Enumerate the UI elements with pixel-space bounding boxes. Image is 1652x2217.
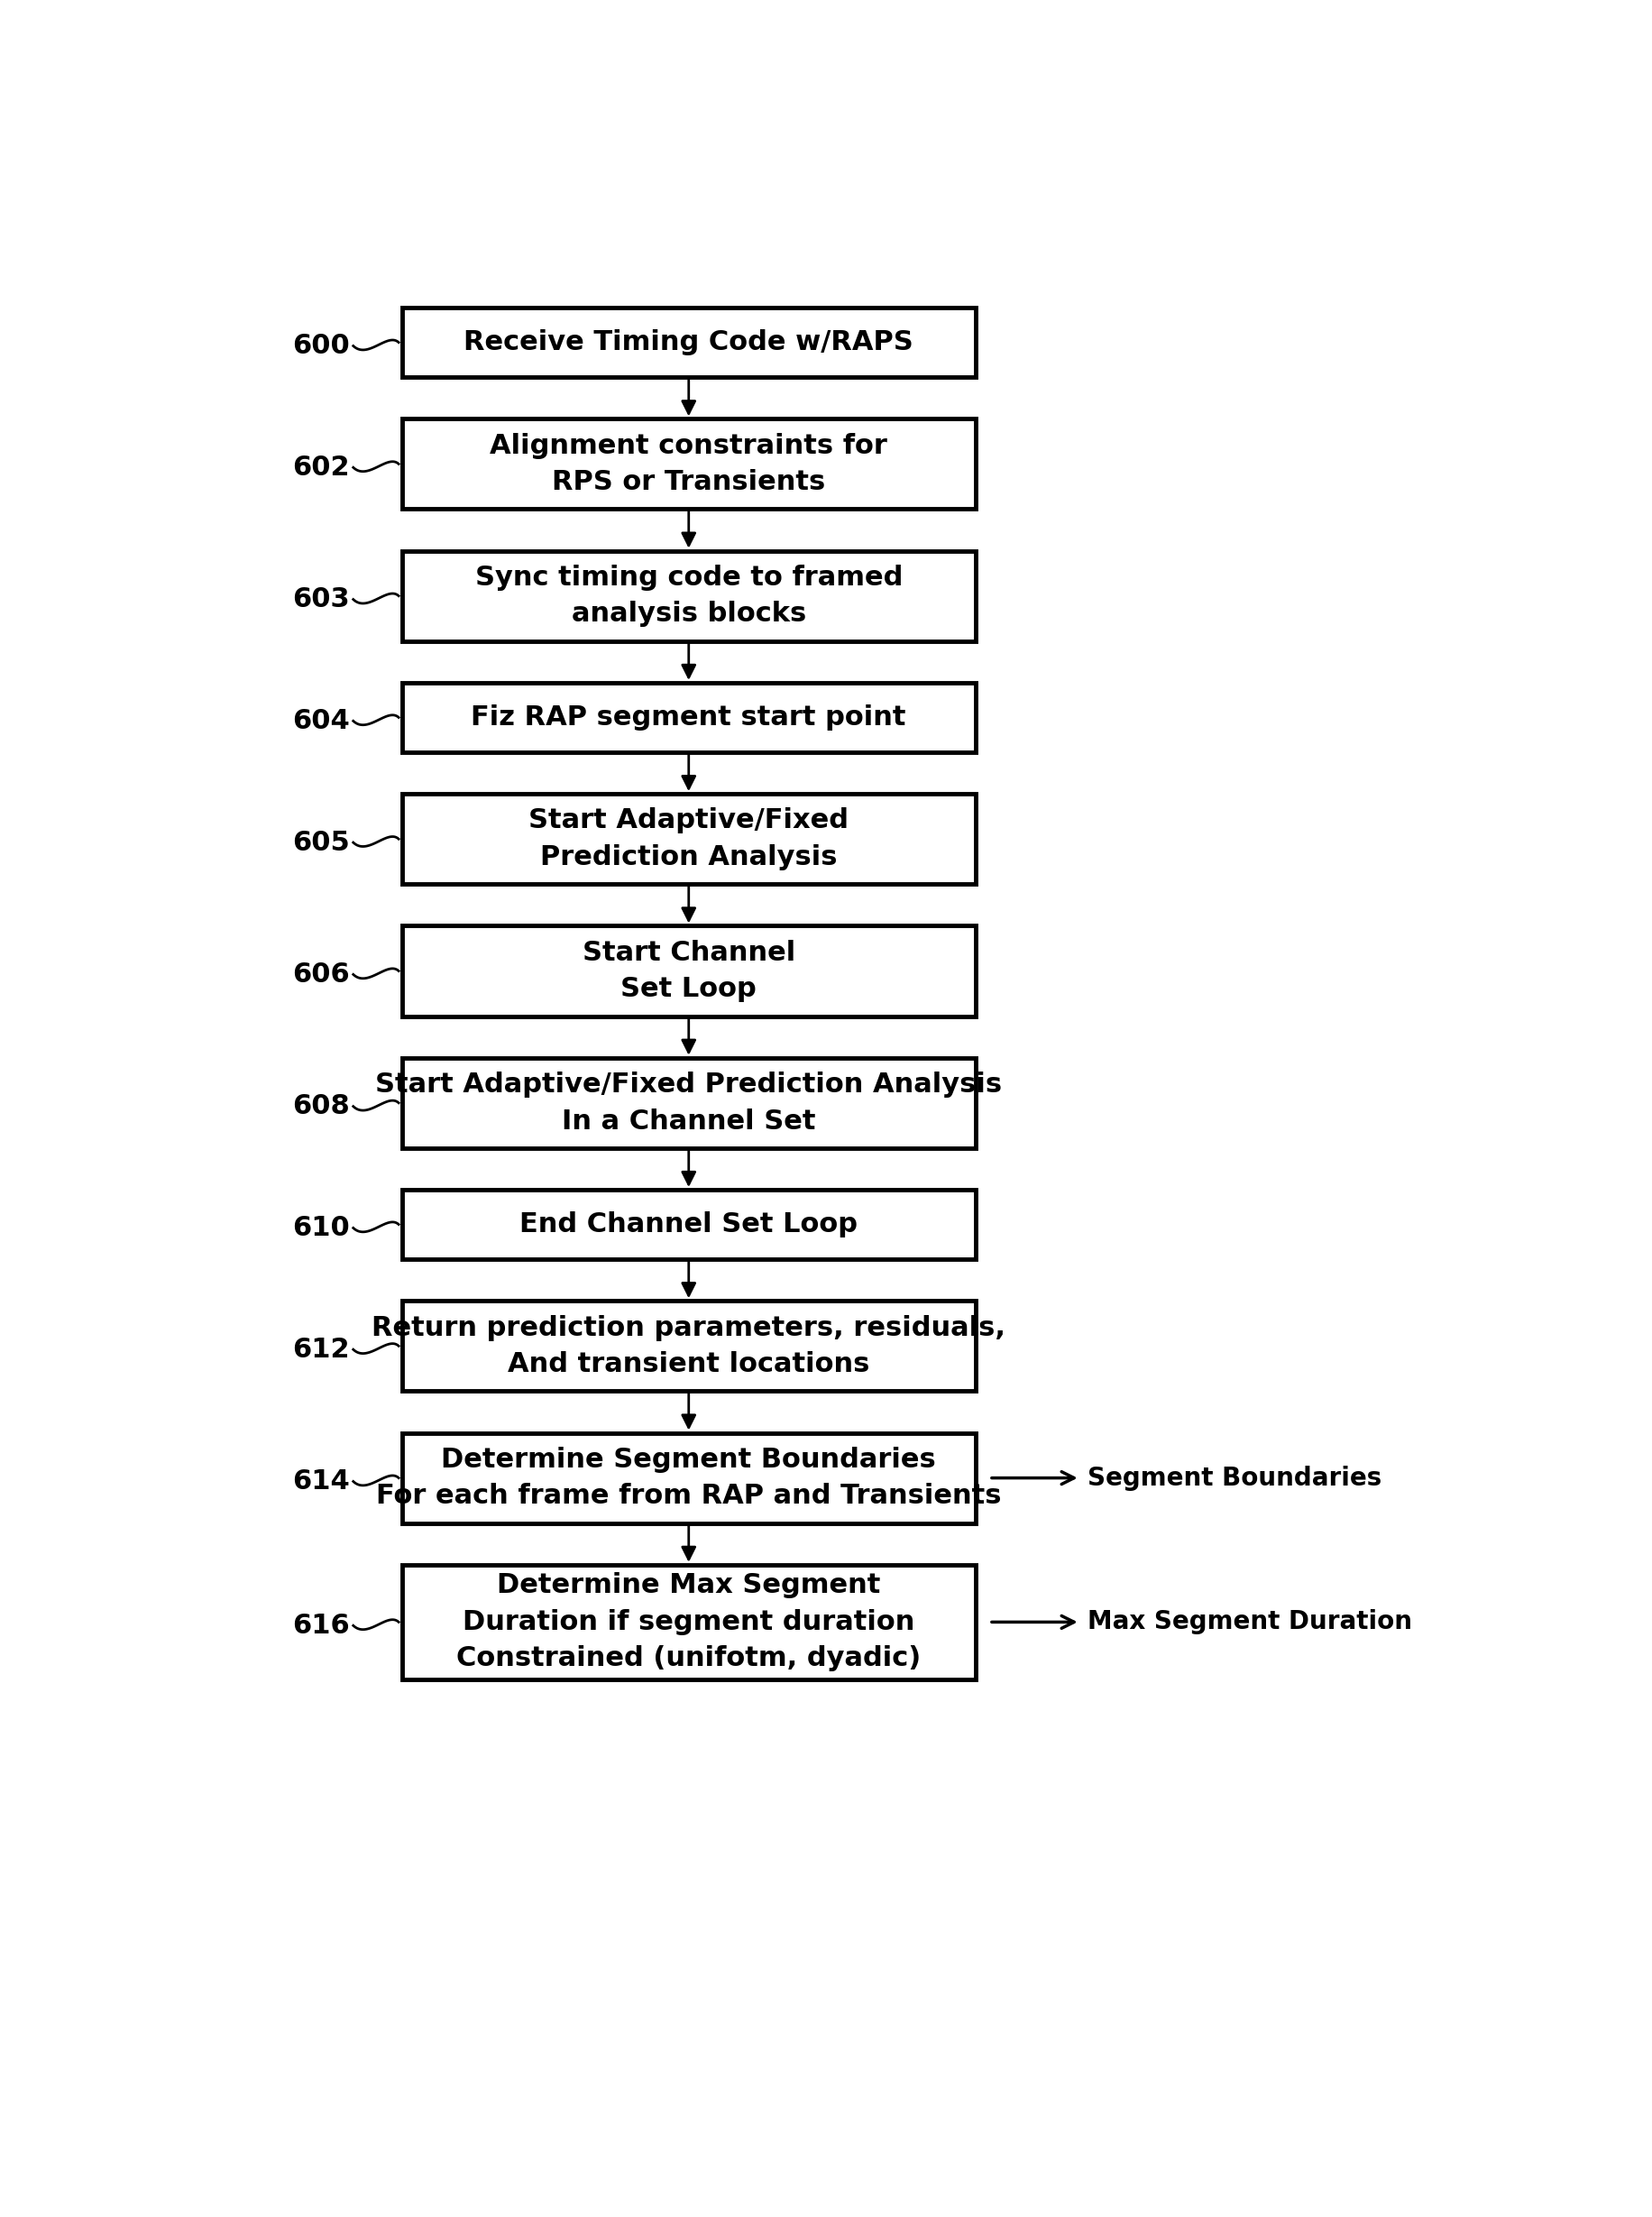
Text: 600: 600 — [292, 333, 350, 359]
Bar — [401, 1565, 975, 1678]
Text: Start Adaptive/Fixed Prediction Analysis
In a Channel Set: Start Adaptive/Fixed Prediction Analysis… — [375, 1071, 1003, 1135]
Text: End Channel Set Loop: End Channel Set Loop — [520, 1210, 857, 1237]
Text: 608: 608 — [292, 1093, 350, 1120]
Bar — [401, 927, 975, 1015]
Text: 614: 614 — [292, 1468, 350, 1494]
Bar — [401, 419, 975, 510]
Text: 606: 606 — [292, 962, 350, 987]
Bar — [401, 1058, 975, 1148]
Bar — [401, 794, 975, 885]
Text: 616: 616 — [292, 1612, 350, 1638]
Bar — [401, 683, 975, 752]
Bar — [401, 1191, 975, 1259]
Text: Determine Max Segment
Duration if segment duration
Constrained (unifotm, dyadic): Determine Max Segment Duration if segmen… — [456, 1572, 922, 1672]
Text: 612: 612 — [292, 1337, 350, 1363]
Text: Fiz RAP segment start point: Fiz RAP segment start point — [471, 705, 907, 732]
Text: 610: 610 — [292, 1215, 350, 1242]
Text: 603: 603 — [292, 585, 350, 612]
Bar — [401, 1432, 975, 1523]
Bar — [401, 550, 975, 641]
Text: 604: 604 — [292, 707, 350, 734]
Text: Sync timing code to framed
analysis blocks: Sync timing code to framed analysis bloc… — [474, 565, 902, 627]
Text: 602: 602 — [292, 454, 350, 481]
Text: Determine Segment Boundaries
For each frame from RAP and Transients: Determine Segment Boundaries For each fr… — [377, 1448, 1001, 1510]
Text: Alignment constraints for
RPS or Transients: Alignment constraints for RPS or Transie… — [491, 432, 887, 494]
Text: Start Adaptive/Fixed
Prediction Analysis: Start Adaptive/Fixed Prediction Analysis — [529, 807, 849, 871]
Text: Return prediction parameters, residuals,
And transient locations: Return prediction parameters, residuals,… — [372, 1315, 1006, 1377]
Text: 605: 605 — [292, 829, 350, 856]
Text: Start Channel
Set Loop: Start Channel Set Loop — [582, 940, 795, 1002]
Bar — [401, 1301, 975, 1390]
Text: Receive Timing Code w/RAPS: Receive Timing Code w/RAPS — [464, 330, 914, 355]
Text: Segment Boundaries: Segment Boundaries — [1087, 1465, 1381, 1490]
Bar — [401, 308, 975, 377]
Text: Max Segment Duration: Max Segment Duration — [1087, 1610, 1412, 1634]
